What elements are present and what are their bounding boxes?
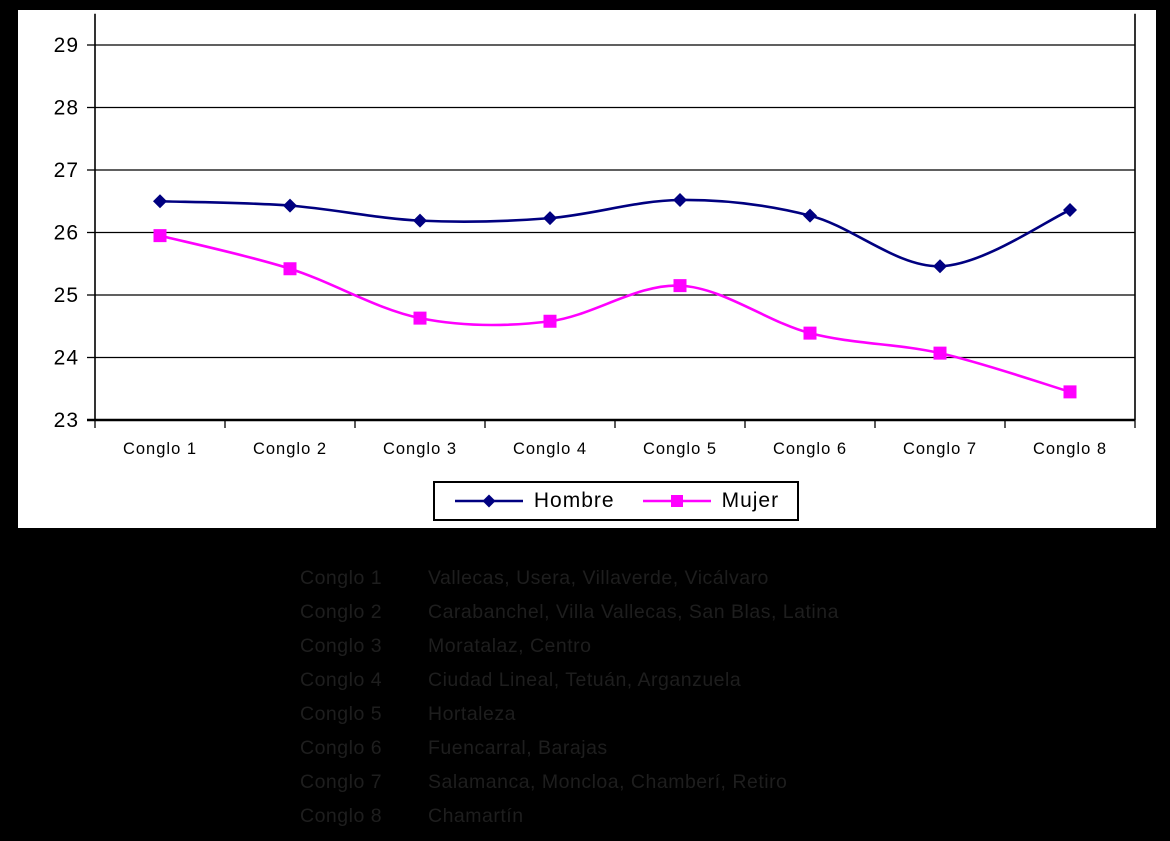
note-row: Conglo 7 Salamanca, Moncloa, Chamberí, R… xyxy=(300,765,1140,799)
y-axis-tick-label: 29 xyxy=(54,34,79,57)
note-text: Hortaleza xyxy=(428,703,516,725)
data-point-mujer xyxy=(933,346,947,360)
legend-marker-hombre-icon xyxy=(454,494,523,508)
data-point-mujer xyxy=(1063,385,1077,399)
legend-item-hombre: Hombre xyxy=(453,489,615,513)
note-label: Conglo 1 xyxy=(300,567,383,589)
data-point-mujer xyxy=(543,314,557,328)
data-point-mujer xyxy=(803,326,817,340)
note-row: Conglo 4 Ciudad Lineal, Tetuán, Arganzue… xyxy=(300,663,1140,697)
note-label: Conglo 8 xyxy=(300,805,383,827)
y-axis-tick-label: 23 xyxy=(54,409,79,432)
x-axis-category-label: Conglo 8 xyxy=(1033,440,1107,458)
data-point-mujer xyxy=(413,311,427,325)
legend-label-hombre: Hombre xyxy=(533,489,615,512)
note-label: Conglo 3 xyxy=(300,635,383,657)
chart-panel: 29 28 27 26 25 24 23 Conglo 1 Conglo 2 Conglo 3 Co… xyxy=(18,10,1156,528)
series-line-mujer xyxy=(159,234,1071,394)
x-axis-category-label: Conglo 3 xyxy=(383,440,457,458)
x-axis-category-label: Conglo 2 xyxy=(253,440,327,458)
note-label: Conglo 2 xyxy=(300,601,383,623)
legend-item-mujer: Mujer xyxy=(641,489,780,513)
note-label: Conglo 7 xyxy=(300,771,383,793)
note-row: Conglo 2 Carabanchel, Villa Vallecas, Sa… xyxy=(300,595,1140,629)
legend-marker-mujer-icon xyxy=(642,495,711,507)
note-label: Conglo 6 xyxy=(300,737,383,759)
y-axis-tick-label: 26 xyxy=(54,222,79,245)
note-label: Conglo 5 xyxy=(300,703,383,725)
legend-label-mujer: Mujer xyxy=(721,489,780,512)
chart-legend: Hombre Mujer xyxy=(433,481,799,521)
data-point-hombre xyxy=(543,211,557,226)
x-axis-category-label: Conglo 1 xyxy=(123,440,197,458)
cluster-notes-section: Conglo 1 Vallecas, Usera, Villaverde, Vi… xyxy=(300,561,1140,833)
y-axis-tick-label: 25 xyxy=(54,284,79,307)
data-point-hombre xyxy=(1063,203,1077,217)
note-text: Chamartín xyxy=(428,805,524,827)
x-axis-category-label: Conglo 5 xyxy=(643,440,717,458)
data-point-mujer xyxy=(153,229,167,243)
note-text: Moratalaz, Centro xyxy=(428,635,592,657)
series-line-hombre xyxy=(159,198,1071,268)
data-point-hombre xyxy=(153,194,167,209)
note-label: Conglo 4 xyxy=(300,669,383,691)
data-point-hombre xyxy=(803,208,817,223)
data-point-mujer xyxy=(283,262,297,276)
note-text: Ciudad Lineal, Tetuán, Arganzuela xyxy=(428,669,742,691)
data-point-hombre xyxy=(413,213,427,228)
x-axis-category-label: Conglo 4 xyxy=(513,440,587,458)
note-row: Conglo 1 Vallecas, Usera, Villaverde, Vi… xyxy=(300,561,1140,595)
data-point-hombre xyxy=(283,198,297,213)
data-point-mujer xyxy=(673,279,687,293)
note-row: Conglo 5 Hortaleza xyxy=(300,697,1140,731)
data-point-hombre xyxy=(673,193,687,207)
note-text: Vallecas, Usera, Villaverde, Vicálvaro xyxy=(428,567,769,589)
note-row: Conglo 6 Fuencarral, Barajas xyxy=(300,731,1140,765)
line-chart: 29 28 27 26 25 24 23 Conglo 1 Conglo 2 Conglo 3 Co… xyxy=(54,13,1136,458)
y-axis-tick-label: 28 xyxy=(54,97,79,120)
x-axis-category-label: Conglo 7 xyxy=(903,440,977,458)
note-row: Conglo 3 Moratalaz, Centro xyxy=(300,629,1140,663)
y-axis-tick-label: 27 xyxy=(54,159,79,182)
note-text: Salamanca, Moncloa, Chamberí, Retiro xyxy=(428,771,788,793)
note-text: Fuencarral, Barajas xyxy=(428,737,608,759)
data-point-hombre xyxy=(933,259,947,274)
x-axis-category-label: Conglo 6 xyxy=(773,440,847,458)
note-text: Carabanchel, Villa Vallecas, San Blas, L… xyxy=(428,601,839,623)
y-axis-tick-label: 24 xyxy=(54,347,79,370)
note-row: Conglo 8 Chamartín xyxy=(300,799,1140,833)
